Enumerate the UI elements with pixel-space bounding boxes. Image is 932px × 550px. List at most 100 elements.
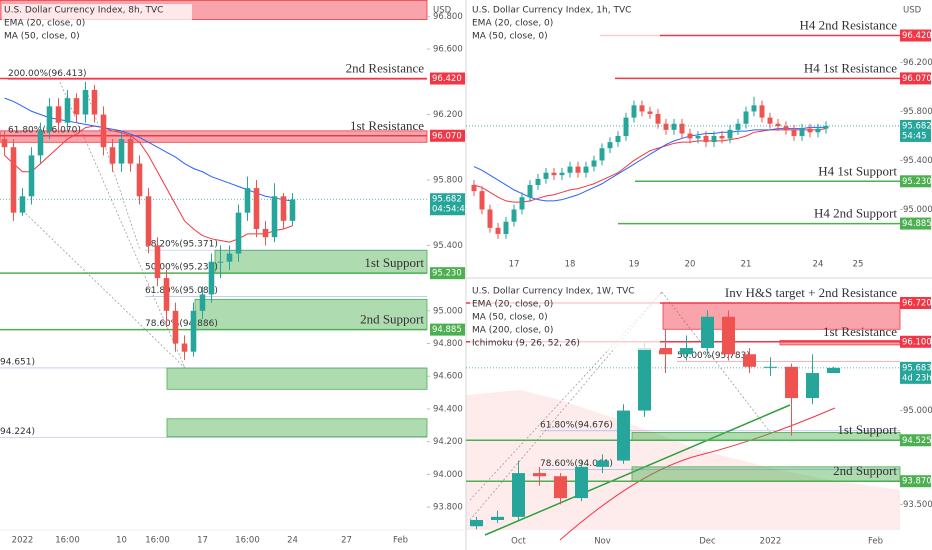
y-tick-label: 95.400: [433, 241, 463, 251]
x-tick-label: Feb: [393, 536, 408, 546]
candle-body: [172, 310, 179, 344]
candle-body: [543, 172, 549, 179]
zone: [0, 130, 428, 143]
price-tag-label: 96.420: [902, 31, 932, 41]
candle-body: [719, 135, 725, 139]
last-price-label: 95.683: [902, 363, 932, 373]
price-tag: [900, 175, 931, 188]
candle-body: [658, 348, 673, 355]
price-tag: [900, 217, 931, 230]
candle-body: [190, 310, 197, 352]
candle-body: [721, 316, 736, 355]
candle-body: [687, 133, 693, 139]
level-label: 2nd Support: [360, 312, 424, 327]
trendline: [484, 404, 791, 536]
y-tick-label: 96.200: [433, 110, 463, 120]
fib-label: 50.00%(95.230): [145, 263, 218, 273]
x-tick-label: 18: [565, 260, 576, 270]
price-tag-label: 94.885: [432, 325, 462, 335]
level-label: H4 1st Support: [818, 163, 897, 178]
candle-body: [559, 172, 565, 176]
y-tick-label: 96.600: [433, 45, 463, 55]
candle-body: [775, 123, 781, 127]
candle-body: [763, 366, 778, 368]
y-tick-label: 96.800: [433, 12, 463, 22]
fib-label: 78.60%(94.886): [145, 319, 218, 329]
candle-body: [727, 129, 733, 139]
candle-body: [616, 410, 631, 461]
x-tick-label: 16:00: [55, 536, 80, 546]
countdown-label: 54:45: [902, 131, 927, 141]
y-tick-label: 95.000: [433, 306, 463, 316]
level-label: 2nd Resistance: [346, 61, 425, 76]
candle-body: [495, 227, 501, 234]
price-tag: [900, 335, 931, 348]
price-tag: [900, 72, 931, 85]
price-tag-label: 96.720: [902, 299, 932, 309]
y-tick-label: 95.000: [903, 406, 932, 416]
candle-body: [759, 105, 765, 118]
price-tag-label: 95.230: [902, 177, 932, 187]
candle-body: [631, 105, 637, 118]
candle-body: [487, 209, 493, 228]
last-price-tag: [900, 361, 931, 384]
last-price-label: 95.682: [902, 121, 932, 131]
candle-body: [815, 128, 821, 133]
candle-body: [91, 89, 98, 115]
price-tag: [900, 29, 931, 42]
chart-title: U.S. Dollar Currency Index, 8h, TVC: [4, 6, 163, 16]
y-tick-label: 94.400: [433, 404, 463, 414]
candle-body: [145, 196, 152, 246]
candle-body: [607, 142, 613, 149]
candle-body: [163, 278, 170, 311]
indicator-line: [473, 126, 826, 202]
candle-body: [55, 106, 62, 123]
candle-body: [19, 196, 26, 213]
fib-label: 94.224): [0, 427, 35, 437]
legend-entry: EMA (20, close, 0): [472, 19, 553, 29]
price-tag-label: 94.525: [902, 436, 932, 446]
candle-body: [136, 163, 143, 197]
candle-body: [37, 130, 44, 156]
fan-line: [87, 94, 141, 251]
price-tag: [430, 267, 465, 280]
y-tick-label: 94.200: [433, 437, 463, 447]
candle-body: [511, 209, 517, 222]
candle-body: [567, 166, 573, 173]
x-tick-label: Nov: [594, 537, 611, 547]
level-label: Inv H&S target + 2nd Resistance: [725, 285, 897, 300]
candle-body: [767, 117, 773, 124]
legend-entry: MA (50, close, 0): [4, 32, 80, 42]
x-tick-label: 17: [509, 260, 520, 270]
x-tick-label: 20: [685, 260, 696, 270]
candle-body: [700, 316, 715, 349]
y-tick-label: 95.000: [903, 205, 932, 215]
candle-body: [575, 166, 581, 173]
candle-body: [64, 98, 71, 123]
candle-body: [511, 473, 526, 517]
y-tick-label: 94.000: [433, 470, 463, 480]
candle-body: [639, 105, 645, 112]
candle-body: [799, 128, 805, 136]
legend-entry: EMA (20, close, 0): [4, 19, 85, 29]
candle-body: [100, 114, 107, 148]
last-price-tag: [900, 119, 931, 142]
candle-body: [671, 123, 677, 130]
candle-body: [469, 519, 484, 527]
candle-body: [591, 160, 597, 167]
candle-body: [181, 343, 188, 352]
y-tick-label: 94.600: [433, 372, 463, 382]
chart-title: U.S. Dollar Currency Index, 1h, TVC: [472, 6, 631, 16]
panel: 61.80%(94.676) 78.60%(94.061) 50.00%(95.78…: [466, 285, 932, 547]
x-tick-label: 25: [853, 260, 864, 270]
x-tick-label: 21: [741, 260, 752, 270]
candle-body: [742, 354, 757, 367]
x-tick-label: 19: [629, 260, 640, 270]
candle-body: [519, 197, 525, 210]
candle-body: [637, 348, 652, 411]
fib-label: 94.651): [0, 357, 35, 367]
x-tick-label: 24: [287, 536, 298, 546]
fib-label: 78.60%(94.061): [540, 459, 613, 469]
candle-body: [199, 294, 206, 311]
